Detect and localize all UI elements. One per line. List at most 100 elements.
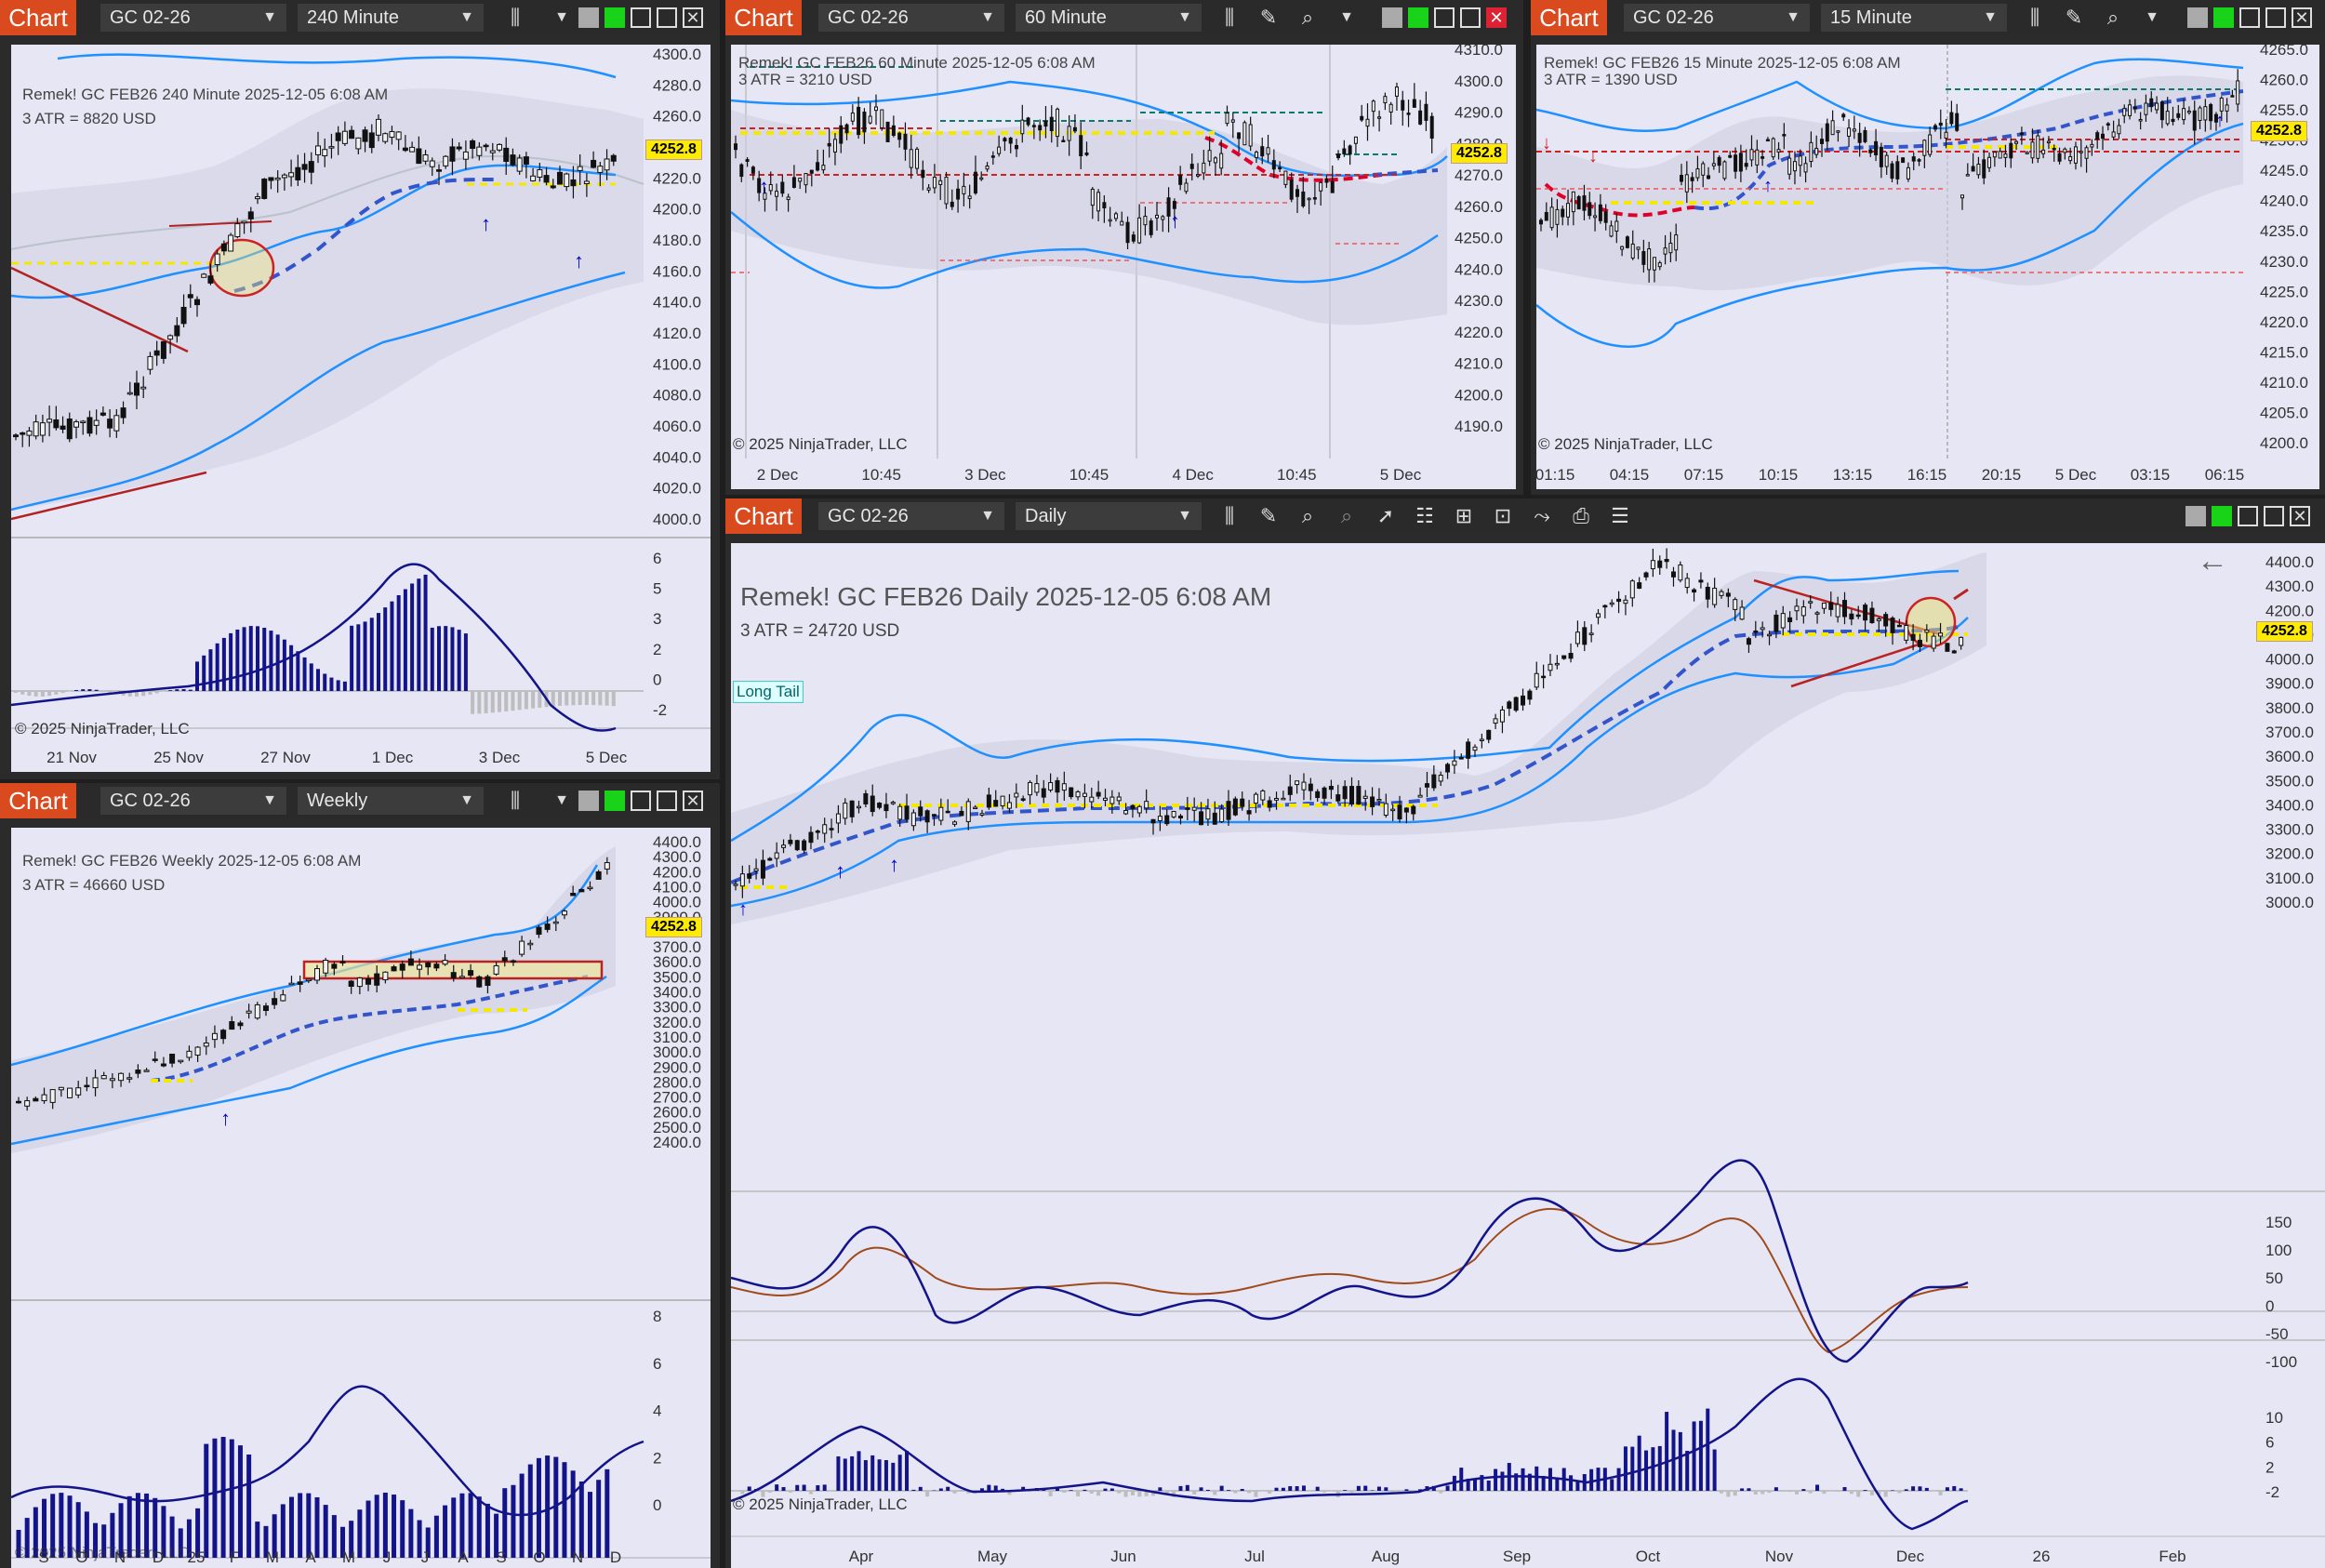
bar-type-icon[interactable]: ⫼ [1224,504,1235,527]
window-gray-button[interactable] [1382,7,1402,28]
window-link-button[interactable] [2213,7,2234,28]
minimize-button[interactable] [2238,506,2258,526]
price-panel[interactable]: ↑ ↑ 4300.04280.04260.04240.04220.04200.0… [11,45,711,772]
window-gray-button[interactable] [578,791,599,811]
candle-body [41,1094,47,1102]
properties-icon[interactable]: ⊞ [1455,504,1473,527]
instrument-selector[interactable]: GC 02-26 ▼ [1624,4,1810,32]
window-link-button[interactable] [604,791,625,811]
chart-tab[interactable]: Chart [725,498,802,534]
pencil-icon[interactable]: ✎ [1259,6,1278,29]
window-link-button[interactable] [2212,506,2232,526]
interval-selector[interactable]: 240 Minute ▼ [298,4,484,32]
pencil-icon[interactable]: ✎ [2065,6,2083,29]
interval-selector[interactable]: 15 Minute ▼ [1821,4,2007,32]
close-button[interactable]: ✕ [683,7,703,28]
minimize-button[interactable] [631,791,651,811]
maximize-button[interactable] [2265,7,2286,28]
bar-type-icon[interactable]: ⫼ [2029,6,2040,29]
maximize-button[interactable] [2264,506,2284,526]
window-gray-button[interactable] [2186,506,2206,526]
histogram-bar [296,651,300,691]
chevron-down-icon: ▼ [459,9,474,25]
maximize-button[interactable] [1460,7,1481,28]
candle-body [1945,643,1950,652]
interval-selector[interactable]: Weekly ▼ [298,787,484,815]
bar-type-icon[interactable]: ⫼ [510,6,521,29]
maximize-button[interactable] [657,791,677,811]
candle-body [476,976,483,988]
interval-selector[interactable]: 60 Minute ▼ [1016,4,1202,32]
dropdown-arrow-icon[interactable]: ▼ [554,792,569,808]
chart-tab[interactable]: Chart [725,0,802,35]
window-link-button[interactable] [1408,7,1428,28]
svg-text:↑: ↑ [889,853,899,876]
candle-body [1883,614,1889,627]
interval-selector[interactable]: Daily ▼ [1016,502,1202,530]
bar-type-icon[interactable]: ⫼ [510,789,521,812]
candle-body [402,147,408,152]
candle-body [2198,107,2202,121]
dropdown-arrow-icon[interactable]: ▼ [1339,9,1354,25]
dropdown-arrow-icon[interactable]: ▼ [2145,9,2159,25]
instrument-selector[interactable]: GC 02-26 ▼ [100,4,286,32]
close-button[interactable]: ✕ [2292,7,2312,28]
minimize-button[interactable] [631,7,651,28]
histogram-bar [980,1488,984,1491]
price-panel[interactable]: ↑ ↑ 4310.04300.04290.04280.04270.04260.0… [731,45,1516,489]
candle-body [1623,599,1628,605]
histogram-bar [578,1481,584,1558]
close-button[interactable]: ✕ [2290,506,2310,526]
strategy-icon[interactable]: ⤳ [1534,504,1550,527]
zoom-icon[interactable]: ⌕ [1301,6,1314,29]
maximize-button[interactable] [657,7,677,28]
candle-body [2132,106,2137,110]
osc-tick-label: 150 [2265,1214,2292,1231]
pencil-icon[interactable]: ✎ [1259,504,1278,527]
candle-body [794,840,800,851]
instrument-selector[interactable]: GC 02-26 ▼ [818,4,1004,32]
price-panel[interactable]: ↑ 4400.04300.04200.04100.04000.03900.038… [11,828,711,1568]
y-tick-label: 4040.0 [653,448,701,466]
y-tick-label: 4300.0 [1455,73,1503,90]
indicators-icon[interactable]: ⊡ [1494,504,1512,527]
chart-tab[interactable]: Chart [0,0,76,35]
x-tick-label: S [496,1548,506,1566]
list-icon[interactable]: ☰ [1611,504,1629,527]
candle-body [389,130,395,139]
instrument-selector[interactable]: GC 02-26 ▼ [100,787,286,815]
close-button[interactable]: ✕ [1486,7,1507,28]
candle-body [1830,120,1835,136]
templates-icon[interactable]: ⎙ [1573,504,1589,527]
chart-tab[interactable]: Chart [0,783,76,818]
candle-body [1155,214,1159,219]
minimize-button[interactable] [1434,7,1455,28]
chart-tab[interactable]: Chart [1531,0,1607,35]
histogram-bar [584,691,589,706]
window-gray-button[interactable] [578,7,599,28]
candle-body [356,977,363,988]
zoom-in-icon[interactable]: ⌕ [1301,504,1314,527]
histogram-bar [1322,1491,1327,1493]
price-panel[interactable]: ↓ ↓ ↑ ↑ 4265.04260.04255.04250.04245.042… [1536,45,2319,489]
histogram-bar [1616,1468,1621,1491]
window-link-button[interactable] [604,7,625,28]
zoom-out-icon[interactable]: ⌕ [1340,504,1353,527]
minimize-button[interactable] [2239,7,2260,28]
bar-type-icon[interactable]: ⫼ [1224,6,1235,29]
dropdown-arrow-icon[interactable]: ▼ [554,9,569,25]
instrument-selector[interactable]: GC 02-26 ▼ [818,502,1004,530]
y-tick-label: 4300.0 [2265,578,2314,595]
data-box-icon[interactable]: ☷ [1415,504,1434,527]
window-gray-button[interactable] [2187,7,2208,28]
candle-body [2068,155,2073,162]
close-button[interactable]: ✕ [683,791,703,811]
back-arrow-icon[interactable]: ← [2197,543,2228,578]
candle-body [891,125,896,136]
zoom-icon[interactable]: ⌕ [2106,6,2119,29]
pointer-icon[interactable]: ➚ [1376,504,1395,527]
candle-body [429,160,435,167]
x-tick-label: Oct [1636,1548,1661,1565]
price-panel[interactable]: ↑ ↑ ↑ 4400.04300.04200.04100.04000.03900… [731,543,2325,1568]
candle-body [1609,602,1614,605]
